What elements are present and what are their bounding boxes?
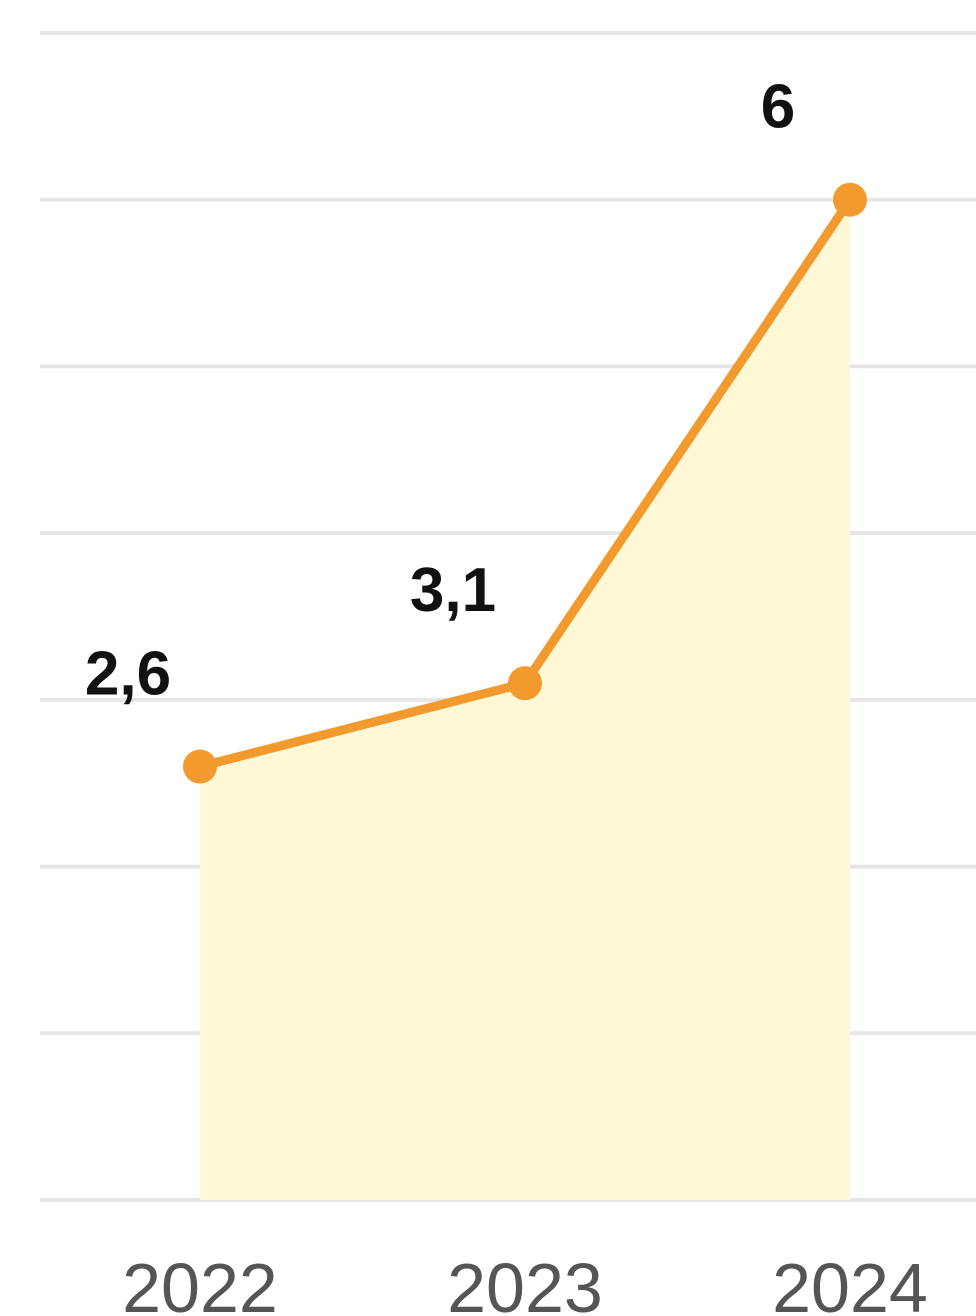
marker bbox=[183, 749, 217, 784]
x-tick-label: 2024 bbox=[772, 1249, 928, 1316]
marker bbox=[833, 182, 867, 217]
value-label: 3,1 bbox=[410, 556, 496, 625]
x-tick-label: 2022 bbox=[122, 1249, 278, 1316]
value-label: 2,6 bbox=[85, 640, 171, 709]
marker bbox=[508, 666, 542, 701]
value-label: 6 bbox=[761, 73, 795, 142]
x-tick-label: 2023 bbox=[447, 1249, 603, 1316]
